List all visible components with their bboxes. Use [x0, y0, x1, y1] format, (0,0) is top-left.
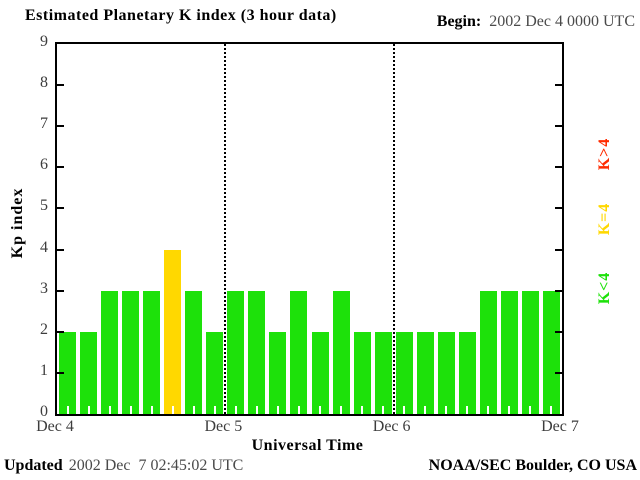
- x-axis-tick: [297, 406, 300, 414]
- x-axis-title: Universal Time: [251, 437, 364, 454]
- y-axis-tick-left: [57, 289, 64, 292]
- y-axis-tick-label: 5: [40, 197, 48, 215]
- x-axis-tick: [213, 406, 216, 414]
- x-axis-tick: [66, 406, 69, 414]
- kp-bar: [101, 290, 119, 414]
- legend-item: K<4: [596, 271, 613, 305]
- begin-label: Begin:: [436, 13, 482, 30]
- begin-value: 2002 Dec 4 0000 UTC: [489, 13, 635, 30]
- y-axis-tick-left: [57, 125, 64, 128]
- x-axis-tick: [361, 406, 364, 414]
- day-boundary-gridline: [224, 44, 227, 414]
- day-boundary-gridline: [392, 44, 395, 414]
- y-axis-tick-right: [555, 166, 562, 169]
- y-axis-tick-label: 9: [40, 33, 48, 50]
- x-axis-tick: [508, 406, 511, 414]
- x-axis-tick: [382, 406, 385, 414]
- y-axis-tick-label: 6: [40, 156, 48, 174]
- kp-bar: [59, 331, 77, 414]
- x-axis-day-label: Dec 5: [204, 418, 243, 435]
- y-axis-tick-right: [555, 289, 562, 292]
- begin-time-line: Begin: 2002 Dec 4 0000 UTC: [437, 13, 635, 31]
- x-axis-day-label: Dec 7: [541, 418, 579, 435]
- y-axis-tick-labels: 0 1 2 3 4 5 6 7 8 9: [0, 0, 52, 480]
- kp-bar: [353, 331, 371, 414]
- x-axis-day-label: Dec 6: [372, 418, 411, 435]
- y-axis-tick-left: [57, 248, 64, 251]
- x-axis-tick: [87, 406, 90, 414]
- x-axis-tick: [129, 406, 132, 414]
- x-axis-tick: [550, 406, 553, 414]
- kp-bar: [185, 290, 203, 414]
- kp-bar: [80, 331, 98, 414]
- x-axis-tick: [466, 406, 469, 414]
- y-axis-tick-left: [57, 371, 64, 374]
- y-axis-tick-left: [57, 166, 64, 169]
- updated-timestamp: Updated 2002 Dec 7 02:45:02 UTC: [4, 457, 243, 475]
- x-axis-tick: [192, 406, 195, 414]
- x-axis-tick: [276, 406, 279, 414]
- y-axis-tick-right: [555, 125, 562, 128]
- x-axis-tick: [403, 406, 406, 414]
- kp-bar: [500, 290, 518, 414]
- x-axis-tick: [150, 406, 153, 414]
- y-axis-tick-left: [57, 207, 64, 210]
- x-axis-tick: [487, 406, 490, 414]
- y-axis-tick-label: 7: [40, 115, 48, 133]
- kp-bar: [374, 331, 392, 414]
- legend-item: K>4: [596, 137, 613, 171]
- y-axis-tick-left: [57, 84, 64, 87]
- kp-bar: [458, 331, 476, 414]
- x-axis-tick: [340, 406, 343, 414]
- x-axis-tick: [424, 406, 427, 414]
- y-axis-tick-right: [555, 84, 562, 87]
- x-axis-tick: [108, 406, 111, 414]
- kp-bar: [269, 331, 287, 414]
- y-axis-tick-right: [555, 371, 562, 374]
- kp-bar: [395, 331, 413, 414]
- kp-bar: [122, 290, 140, 414]
- kp-bar: [542, 290, 560, 414]
- credit-text: NOAA/SEC Boulder, CO USA: [428, 457, 637, 474]
- kp-bar: [290, 290, 308, 414]
- y-axis-tick-right: [555, 330, 562, 333]
- y-axis-tick-label: 0: [40, 403, 48, 420]
- kp-bar: [206, 331, 224, 414]
- x-axis-tick: [445, 406, 448, 414]
- kp-bar: [479, 290, 497, 414]
- kp-bar: [248, 290, 266, 414]
- y-axis-tick-label: 2: [40, 320, 48, 338]
- plot-area: [55, 42, 564, 416]
- y-axis-tick-right: [555, 207, 562, 210]
- x-axis-tick: [171, 406, 174, 414]
- kp-bar: [227, 290, 245, 414]
- x-axis-tick: [529, 406, 532, 414]
- y-axis-tick-label: 3: [40, 279, 48, 297]
- chart-title: Estimated Planetary K index (3 hour data…: [25, 7, 337, 24]
- x-axis-tick: [234, 406, 237, 414]
- y-axis-tick-label: 8: [40, 74, 48, 92]
- updated-value: 2002 Dec 7 02:45:02 UTC: [68, 457, 244, 474]
- updated-label: Updated: [4, 457, 63, 474]
- y-axis-tick-right: [555, 248, 562, 251]
- x-axis-tick: [319, 406, 322, 414]
- legend-item: K=4: [596, 202, 613, 236]
- kp-bar: [164, 249, 182, 414]
- y-axis-tick-left: [57, 330, 64, 333]
- kp-bar: [437, 331, 455, 414]
- y-axis-tick-label: 1: [40, 361, 48, 379]
- x-axis-tick: [255, 406, 258, 414]
- kp-bar: [332, 290, 350, 414]
- kp-bar: [416, 331, 434, 414]
- y-axis-tick-label: 4: [40, 238, 48, 256]
- kp-bar: [311, 331, 329, 414]
- kp-bar: [143, 290, 161, 414]
- kp-bar: [521, 290, 539, 414]
